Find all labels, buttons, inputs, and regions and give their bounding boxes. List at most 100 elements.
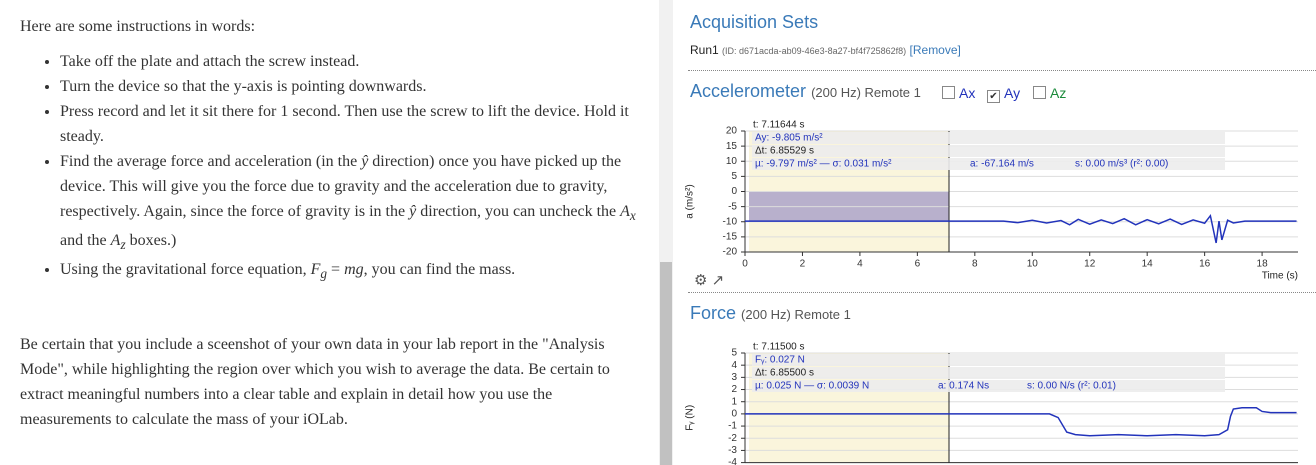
run-id: (ID: d671acda-ab09-46e3-8a27-bf4f725862f… [722,46,907,56]
x-tick-label: 6 [915,259,921,270]
readout-delta: Δt: 6.85529 s [755,146,814,157]
text: and the [60,232,111,250]
closing: Be certain that you include a sceenshot … [20,335,610,428]
title: Force [690,303,737,323]
text: boxes.) [125,232,177,250]
box[interactable]: ✔ [987,90,1000,103]
readout-bg [752,367,1225,379]
x-tick-label: 2 [800,259,806,270]
acq-title: Acquisition Sets [690,12,819,32]
checkbox[interactable]: ✔ Ay [987,85,1020,103]
box[interactable] [942,86,955,99]
y-tick-label: 0 [731,186,737,197]
math: A [110,232,121,250]
y-tick-label: -20 [723,247,738,258]
math: mg [344,261,364,279]
readout-slope: s: 0.00 N/s (r²: 0.01) [1027,381,1116,392]
y-tick-label: 4 [731,360,737,371]
text: Using the gravitational force equation, [60,261,311,279]
box[interactable] [1033,86,1046,99]
y-tick-label: 15 [726,141,738,152]
y-tick-label: 5 [731,171,737,182]
readout-bg [752,158,1225,170]
y-tick-label: -4 [728,457,737,465]
instructions: Here are some instructions in words: Tak… [20,14,640,432]
x-tick-label: 14 [1142,259,1154,270]
x-tick-label: 8 [972,259,978,270]
y-axis-label: a (m/s²) [685,184,696,218]
subtitle: (200 Hz) Remote 1 [811,85,921,100]
x-axis-label: Time (s) [1262,271,1298,282]
bullet: Press record and let it sit there for 1 … [60,99,640,149]
y-tick-label: -10 [723,216,738,227]
run: Run1 [690,43,719,57]
y-tick-label: 10 [726,156,738,167]
text: Find the average force and acceleration … [60,153,362,170]
label: Ay [1004,85,1021,101]
bullet: Find the average force and acceleration … [60,149,640,257]
remove[interactable]: [Remove] [909,43,961,57]
y-tick-label: 3 [731,372,737,383]
readout-stats: µ: 0.025 N — σ: 0.0039 N [755,381,869,392]
scrollbar[interactable] [659,0,673,465]
y-tick-label: 5 [731,348,737,359]
readout-area: a: 0.174 Ns [938,381,989,392]
math: ŷ [409,203,417,220]
trace [745,213,1297,244]
math: x [629,208,636,224]
x-tick-label: 18 [1257,259,1269,270]
y-tick-label: 20 [726,126,738,137]
readout-bg [752,380,1225,392]
readout-stats: µ: -9.797 m/s² — σ: 0.031 m/s² [755,159,892,170]
subtitle: (200 Hz) Remote 1 [741,307,851,322]
math: g [320,266,328,282]
readout-area: a: -67.164 m/s [970,159,1034,170]
text: direction, you can uncheck the [416,203,621,220]
text: , you can find the mass. [363,261,516,279]
x-tick-label: 0 [742,259,748,270]
readout-bg [752,145,1225,157]
y-tick-label: 1 [731,396,737,407]
checkbox[interactable]: Az [1033,85,1066,101]
scroll-thumb[interactable] [660,262,672,465]
y-tick-label: -5 [728,201,737,212]
readout-bg [752,354,1225,366]
y-tick-label: -1 [728,421,737,432]
math: A [620,203,630,220]
math: ŷ [361,153,369,170]
y-tick-label: -3 [728,445,737,456]
math: F [310,261,321,279]
x-tick-label: 12 [1084,259,1096,270]
bullet: Turn the device so that the y-axis is po… [60,74,640,99]
x-tick-label: 4 [857,259,863,270]
label: Az [1050,85,1067,101]
y-axis-label: Fᵧ (N) [685,405,696,431]
y-tick-label: -15 [723,232,738,243]
y-tick-label: 2 [731,384,737,395]
intro: Here are some instructions in words: [20,18,256,35]
readout-slope: s: 0.00 m/s³ (r²: 0.00) [1075,159,1168,170]
label: Ax [959,85,976,101]
bullet: Using the gravitational force equation, … [60,257,640,286]
trace [745,407,1297,437]
checkbox[interactable]: Ax [942,85,975,101]
bullet-list: Take off the plate and attach the screw … [20,49,640,287]
math-sub: x [630,208,636,223]
divider [688,70,1316,71]
run-line: Run1 (ID: d671acda-ab09-46e3-8a27-bf4f72… [690,43,961,57]
bullet: Take off the plate and attach the screw … [60,49,640,74]
math-sub: z [120,237,125,252]
readout-value: Fᵧ: 0.027 N [755,355,805,366]
readout-cursor: t: 7.11644 s [753,120,805,131]
y-tick-label: 0 [731,409,737,420]
readout-bg [752,132,1225,144]
accel-title: Accelerometer (200 Hz) Remote 1 [690,81,921,102]
readout-value: Ay: -9.805 m/s² [755,133,823,144]
y-tick-label: -2 [728,433,737,444]
readout-delta: Δt: 6.85500 s [755,368,814,379]
text: direction) once you have picked up the d… [60,153,622,220]
x-tick-label: 16 [1199,259,1211,270]
tool-icons[interactable]: ⚙ ↗ [694,272,725,289]
